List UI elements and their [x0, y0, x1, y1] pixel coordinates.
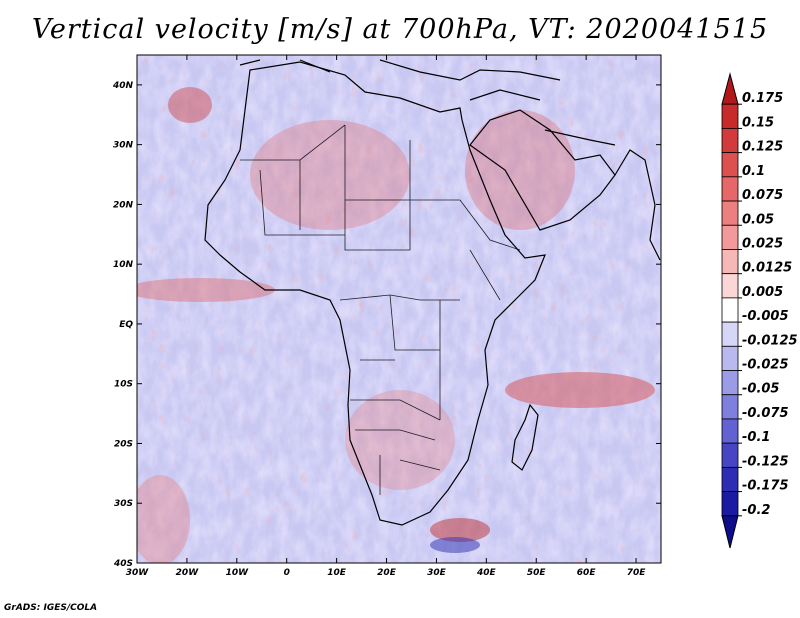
atlantic-north-red-spot [168, 87, 212, 123]
south-atlantic-red-area [137, 475, 190, 563]
arabia-coastline [469, 109, 616, 231]
country-borders [240, 124, 521, 495]
europe-coastline [239, 59, 561, 101]
africa-coastline [204, 61, 546, 526]
lat-tick-label: 20N [113, 200, 134, 210]
colorbar-label: -0.025 [742, 358, 789, 373]
footer-credit: GrADS: IGES/COLA [4, 603, 98, 613]
colorbar-swatch [721, 176, 739, 202]
lon-tick-label: 60E [577, 568, 597, 578]
colorbar-label: -0.1 [742, 430, 770, 445]
southern-africa-borders [355, 429, 441, 495]
indian-ocean-red-band [505, 372, 655, 408]
colorbar-label: 0.0125 [742, 261, 792, 276]
chart-title: Vertical velocity [m/s] at 700hPa, VT: 2… [31, 14, 769, 45]
lon-tick-label: 30W [126, 568, 150, 578]
lon-tick-label: 70E [627, 568, 647, 578]
colorbar-swatch [721, 273, 739, 299]
lon-tick-label: 30E [427, 568, 447, 578]
lon-tick-label: 10W [226, 568, 250, 578]
colorbar-label: -0.05 [742, 382, 779, 397]
colorbar-label: -0.175 [742, 479, 789, 494]
lat-tick-label: 40N [112, 81, 134, 91]
lon-tick-label: 20E [377, 568, 397, 578]
colorbar-label: -0.2 [742, 503, 770, 518]
lat-tick-label: 30N [113, 141, 134, 151]
field-red-texture [137, 55, 661, 563]
colorbar-swatch [721, 249, 739, 275]
velocity-field [137, 55, 661, 563]
colorbar-swatch [721, 442, 739, 468]
colorbar: 0.175 0.15 0.125 0.1 0.075 0.05 0.025 0.0125 0.0… [721, 72, 798, 549]
colorbar-swatch [721, 418, 739, 444]
atlantic-red-band [137, 278, 275, 302]
colorbar-swatch [721, 224, 739, 250]
colorbar-label: 0.125 [742, 140, 783, 155]
colorbar-label: 0.15 [742, 115, 774, 130]
horn-of-africa-borders [459, 199, 521, 301]
colorbar-swatch [721, 491, 739, 517]
north-africa-borders [240, 124, 460, 251]
colorbar-swatch [721, 394, 739, 420]
colorbar-label: 0.005 [742, 285, 783, 300]
colorbar-label: -0.005 [742, 309, 789, 324]
plot-frame [136, 54, 662, 564]
colorbar-label: -0.075 [742, 406, 789, 421]
lon-tick-label: 40E [476, 568, 497, 578]
persian-gulf-coastline [544, 129, 616, 146]
central-africa-borders [339, 294, 460, 421]
arabia-red-area [465, 110, 575, 230]
lat-tick-label: 30S [114, 499, 133, 509]
colorbar-label: 0.05 [742, 212, 774, 227]
lat-tick-label: EQ [119, 320, 133, 330]
south-ocean-blue-spot [430, 537, 480, 553]
colorbar-label: -0.0125 [742, 333, 798, 348]
south-ocean-red-spot [430, 518, 490, 542]
lat-tick-label: 40S [113, 559, 133, 569]
lon-tick-label: 10E [327, 568, 347, 578]
colorbar-swatch [721, 321, 739, 347]
india-coastline [614, 149, 661, 261]
colorbar-bottom-arrow [721, 515, 739, 549]
colorbar-swatch [721, 103, 739, 129]
colorbar-label: 0.175 [742, 91, 783, 106]
coastlines [204, 59, 661, 526]
colorbar-swatch [721, 128, 739, 154]
lat-tick-label: 20S [114, 439, 133, 449]
lat-tick-label: 10N [113, 260, 134, 270]
lon-tick-label: 20W [176, 568, 200, 578]
colorbar-swatch [721, 297, 739, 323]
colorbar-label: 0.025 [742, 236, 783, 251]
southern-africa-red-area [345, 390, 455, 490]
lon-tick-label: 50E [527, 568, 547, 578]
madagascar-coastline [511, 403, 539, 471]
colorbar-label: 0.1 [742, 164, 765, 179]
colorbar-label: 0.075 [742, 188, 783, 203]
colorbar-label: -0.125 [742, 454, 789, 469]
colorbar-swatch [721, 370, 739, 396]
colorbar-top-arrow [721, 72, 739, 105]
lon-tick-label: 0 [284, 568, 290, 578]
colorbar-swatch [721, 466, 739, 492]
sahara-red-area [250, 120, 410, 230]
axis-ticks: 30W 20W 10W 0 10E 20E 30E 40E 50E 60E 70E 40N 30N 20N… [112, 55, 661, 578]
lat-tick-label: 10S [114, 380, 133, 390]
colorbar-swatch [721, 152, 739, 178]
colorbar-swatch [721, 200, 739, 226]
colorbar-swatch [721, 345, 739, 371]
